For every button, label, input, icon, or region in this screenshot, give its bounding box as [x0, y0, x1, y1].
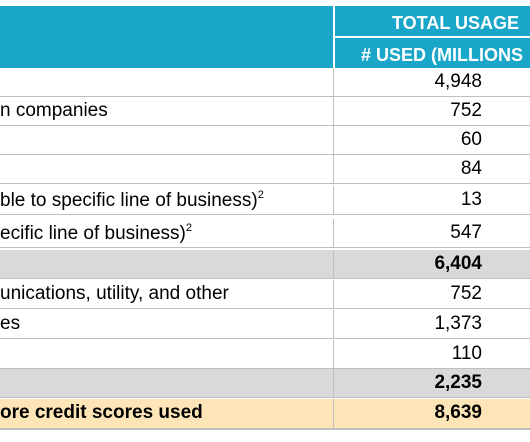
column-divider: [333, 310, 334, 338]
header-used-millions: # USED (MILLIONS: [361, 45, 524, 65]
footnote-marker: 2: [257, 189, 264, 201]
column-divider: [333, 68, 334, 96]
row-value: 752: [450, 283, 482, 304]
row-label: ecific line of business)2: [0, 222, 192, 245]
footnote-marker: 2: [185, 222, 192, 234]
row-value: 110: [451, 343, 482, 364]
subtotal-value: 2,235: [434, 372, 482, 393]
row-value: 4,948: [434, 71, 482, 92]
row-label-text: ecific line of business): [0, 223, 186, 244]
row-label-text: ble to specific line of business): [0, 190, 258, 211]
column-divider: [333, 219, 334, 247]
row-value: 547: [450, 222, 482, 243]
table-row: 110: [0, 340, 530, 369]
column-divider: [333, 280, 334, 308]
row-label: ble to specific line of business)2: [0, 189, 264, 212]
header-divider: [333, 6, 335, 68]
table-row: 60: [0, 126, 530, 155]
table-header: TOTAL USAGE # USED (MILLIONS: [0, 6, 530, 68]
row-label: es: [0, 313, 21, 334]
row-label: n companies: [0, 100, 108, 121]
table-row: ecific line of business)2 547: [0, 219, 530, 248]
table-row: 4,948: [0, 68, 530, 97]
column-divider: [333, 126, 334, 154]
grand-total-value: 8,639: [434, 402, 482, 423]
row-value: 84: [460, 158, 482, 179]
grand-total-row: ore credit scores used 8,639: [0, 399, 530, 430]
column-divider: [333, 340, 334, 368]
table-row: n companies 752: [0, 97, 530, 126]
row-value: 752: [450, 100, 482, 121]
column-divider: [333, 97, 334, 125]
grand-total-label: ore credit scores used: [0, 402, 203, 423]
header-separator: [335, 36, 530, 38]
table-row: unications, utility, and other 752: [0, 280, 530, 309]
column-divider: [333, 186, 334, 214]
column-divider: [333, 399, 334, 428]
row-value: 60: [460, 129, 482, 150]
subtotal-value: 6,404: [434, 253, 482, 274]
column-divider: [333, 369, 334, 397]
subtotal-row: 2,235: [0, 369, 530, 398]
table-row: ble to specific line of business)2 13: [0, 186, 530, 215]
header-total-usage: TOTAL USAGE: [392, 13, 520, 33]
column-divider: [333, 250, 334, 278]
table-row: es 1,373: [0, 310, 530, 339]
table-row: 84: [0, 155, 530, 184]
subtotal-row: 6,404: [0, 250, 530, 279]
row-label: unications, utility, and other: [0, 283, 229, 304]
column-divider: [333, 155, 334, 183]
row-value: 1,373: [434, 313, 482, 334]
row-value: 13: [460, 189, 482, 210]
